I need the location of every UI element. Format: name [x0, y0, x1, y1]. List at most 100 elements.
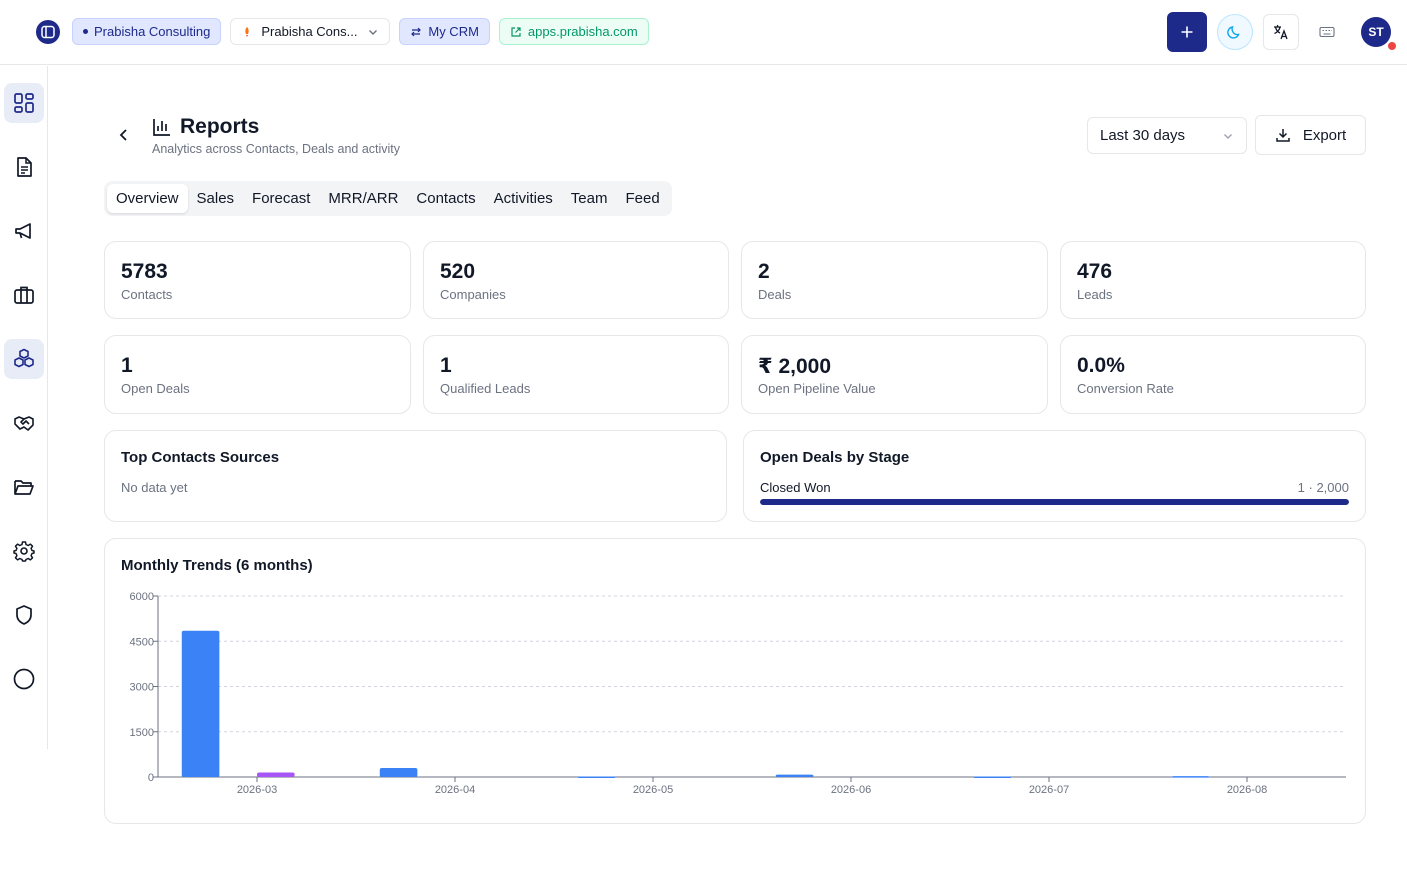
bar: [1171, 776, 1210, 778]
briefcase-icon: [14, 286, 34, 304]
nav-settings[interactable]: [4, 531, 44, 571]
chevron-down-icon: [1224, 133, 1232, 139]
back-button[interactable]: [114, 125, 134, 145]
stat-value: ₹ 2,000: [758, 355, 831, 378]
stat-card-contacts: 5783 Contacts: [104, 241, 411, 319]
tab-activities[interactable]: Activities: [493, 190, 553, 207]
stat-value: 1: [440, 354, 452, 377]
handshake-icon: [14, 416, 34, 431]
stat-value: 476: [1077, 260, 1113, 283]
panel-title: Open Deals by Stage: [760, 449, 910, 466]
nav-dashboard[interactable]: [4, 83, 44, 123]
gear-icon: [13, 541, 35, 562]
tab-feed[interactable]: Feed: [625, 190, 660, 207]
tab-sales[interactable]: Sales: [196, 190, 235, 207]
bar: [577, 776, 616, 779]
stat-label: Deals: [758, 287, 792, 302]
y-tick-label: 4500: [130, 636, 154, 648]
monthly-trends-panel: Monthly Trends (6 months) 0 1500 3000 4500 6…: [104, 538, 1366, 824]
export-button-label: Export: [1302, 126, 1347, 144]
shield-icon: [16, 605, 32, 625]
page-subtitle: Analytics across Contacts, Deals and act…: [152, 142, 401, 156]
user-avatar[interactable]: ST: [1361, 17, 1397, 51]
document-icon: [17, 157, 32, 177]
rocket-icon: [245, 26, 250, 37]
date-range-select[interactable]: Last 30 days: [1087, 117, 1247, 154]
top-sources-panel: Top Contacts Sources No data yet: [104, 430, 727, 522]
workspace-select-label: Prabisha Cons...: [261, 24, 358, 39]
stat-card-pipeline-value: ₹ 2,000 Open Pipeline Value: [741, 335, 1048, 414]
stat-label: Open Pipeline Value: [758, 381, 876, 396]
nav-partners[interactable]: [4, 403, 44, 443]
megaphone-icon: [15, 223, 31, 239]
chevron-left-icon: [119, 129, 127, 141]
swap-icon: [411, 27, 422, 36]
x-tick-label: 2026-05: [633, 784, 673, 796]
circle-icon: [13, 668, 35, 690]
stat-value: 1: [121, 354, 133, 377]
nav-deals[interactable]: [4, 275, 44, 315]
cubes-icon: [14, 348, 34, 368]
stage-value: 1 · 2,000: [1297, 480, 1349, 495]
keyboard-icon: [1319, 26, 1335, 38]
deals-by-stage-panel: Open Deals by Stage Closed Won 1 · 2,000: [743, 430, 1366, 522]
nav-documents[interactable]: [4, 147, 44, 187]
nav-security[interactable]: [4, 595, 44, 635]
workspace-select[interactable]: Prabisha Cons...: [230, 18, 391, 45]
bar: [973, 776, 1012, 779]
stat-label: Conversion Rate: [1077, 381, 1174, 396]
sidebar-toggle-icon[interactable]: [36, 19, 60, 44]
external-link-icon: [511, 26, 521, 37]
stat-card-deals: 2 Deals: [741, 241, 1048, 319]
x-tick-label: 2026-03: [237, 784, 277, 796]
org-chip-label: Prabisha Consulting: [94, 24, 211, 39]
stage-progress-bar: [760, 499, 1349, 505]
translate-button[interactable]: [1263, 14, 1299, 50]
crm-switch-chip[interactable]: My CRM: [399, 18, 490, 45]
empty-state-text: No data yet: [121, 480, 188, 495]
tab-overview[interactable]: Overview: [107, 184, 188, 213]
export-button[interactable]: Export: [1255, 115, 1366, 155]
stat-label: Companies: [440, 287, 506, 302]
stat-card-open-deals: 1 Open Deals: [104, 335, 411, 414]
report-tabs: Overview Sales Forecast MRR/ARR Contacts…: [104, 181, 672, 216]
side-nav: [0, 66, 48, 749]
add-button[interactable]: [1167, 12, 1207, 52]
panel-title: Top Contacts Sources: [121, 449, 280, 466]
date-range-label: Last 30 days: [1100, 127, 1186, 144]
org-chip[interactable]: Prabisha Consulting: [72, 18, 222, 45]
folder-icon: [14, 480, 34, 495]
stat-value: 2: [758, 260, 770, 283]
nav-campaigns[interactable]: [4, 211, 44, 251]
tab-contacts[interactable]: Contacts: [416, 190, 476, 207]
y-tick-label: 0: [148, 772, 154, 784]
nav-files[interactable]: [4, 467, 44, 507]
stat-label: Qualified Leads: [440, 381, 531, 396]
tab-forecast[interactable]: Forecast: [252, 190, 311, 207]
keyboard-shortcuts-button[interactable]: [1309, 14, 1345, 50]
download-icon: [1276, 129, 1290, 142]
plus-icon: [1181, 26, 1193, 38]
tab-mrr-arr[interactable]: MRR/ARR: [328, 190, 399, 207]
y-tick-label: 6000: [130, 591, 154, 603]
dashboard-icon: [14, 93, 34, 113]
stage-progress-fill: [760, 499, 1349, 505]
x-tick-label: 2026-07: [1029, 784, 1069, 796]
nav-more[interactable]: [4, 659, 44, 699]
x-tick-label: 2026-04: [435, 784, 475, 796]
top-bar: Prabisha Consulting Prabisha Cons... My …: [0, 0, 1407, 65]
bar: [379, 767, 418, 777]
nav-reports[interactable]: [4, 339, 44, 379]
org-dot-icon: [83, 29, 88, 34]
bar: [257, 772, 295, 777]
x-tick-label: 2026-06: [831, 784, 871, 796]
tab-team[interactable]: Team: [570, 190, 608, 207]
theme-toggle-button[interactable]: [1217, 14, 1253, 50]
chevron-down-icon: [369, 29, 378, 35]
stat-card-qualified-leads: 1 Qualified Leads: [423, 335, 729, 414]
site-link[interactable]: apps.prabisha.com: [498, 18, 649, 45]
crm-chip-label: My CRM: [428, 24, 479, 39]
bar: [181, 630, 220, 777]
stat-value: 5783: [121, 260, 168, 283]
x-tick-label: 2026-08: [1227, 784, 1267, 796]
